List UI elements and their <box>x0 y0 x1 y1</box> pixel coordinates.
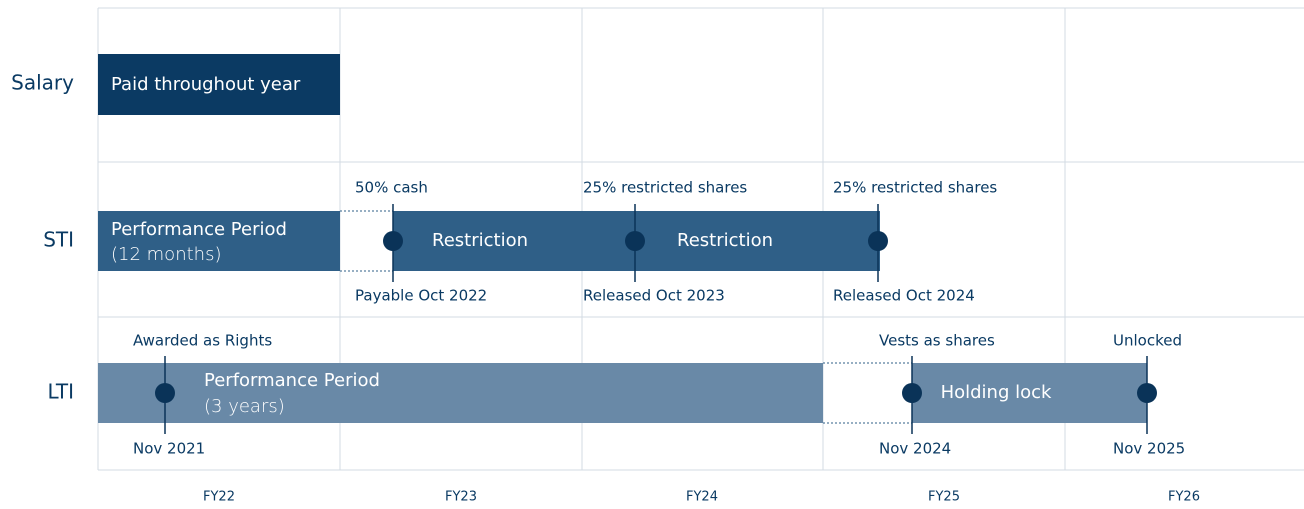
column-label: FY24 <box>686 490 718 505</box>
annotation: 50% cash <box>355 179 428 197</box>
bar <box>912 363 1147 423</box>
annotation: Vests as shares <box>879 332 995 350</box>
annotation: Nov 2025 <box>1113 440 1185 458</box>
annotation: 25% restricted shares <box>833 179 997 197</box>
annotation: Released Oct 2023 <box>583 287 725 305</box>
bar-label: Performance Period <box>204 370 380 391</box>
annotation: Payable Oct 2022 <box>355 287 487 305</box>
row-label: STI <box>43 228 74 252</box>
column-label: FY25 <box>928 490 960 505</box>
row-label: Salary <box>11 71 74 95</box>
bar-label: Restriction <box>677 230 773 251</box>
bar <box>98 211 340 271</box>
bar-sublabel: (3 years) <box>204 396 285 417</box>
milestone-dot <box>155 383 175 403</box>
bar-label: Restriction <box>432 230 528 251</box>
milestone-dot <box>383 231 403 251</box>
bar <box>98 363 823 423</box>
milestone-dot <box>902 383 922 403</box>
column-label: FY23 <box>445 490 477 505</box>
column-label: FY26 <box>1168 490 1200 505</box>
annotation: Awarded as Rights <box>133 332 272 350</box>
annotation: Unlocked <box>1113 332 1182 350</box>
bar <box>98 54 340 115</box>
milestone-dot <box>625 231 645 251</box>
annotation: Nov 2021 <box>133 440 205 458</box>
annotation: Released Oct 2024 <box>833 287 975 305</box>
row-label: LTI <box>47 380 74 404</box>
milestone-dot <box>868 231 888 251</box>
bar-sublabel: (12 months) <box>111 244 221 265</box>
bar-label: Holding lock <box>941 382 1052 403</box>
bar-label: Performance Period <box>111 219 287 240</box>
column-label: FY22 <box>203 490 235 505</box>
milestone-dot <box>1137 383 1157 403</box>
annotation: 25% restricted shares <box>583 179 747 197</box>
annotation: Nov 2024 <box>879 440 951 458</box>
bar-label: Paid throughout year <box>111 74 301 95</box>
